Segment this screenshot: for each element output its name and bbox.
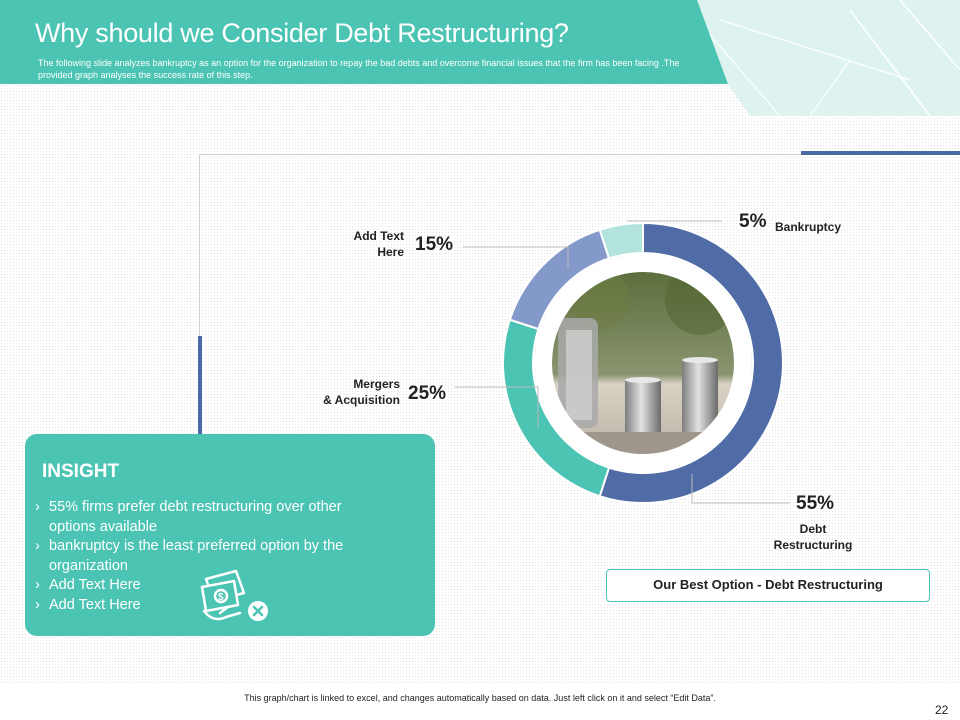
insight-item-text: organization [49,557,128,574]
insight-item: › bankruptcy is the least preferred opti… [35,537,395,576]
insight-item-text: 55% firms prefer debt restructuring over… [49,499,342,515]
mergers-value: 25% [408,383,447,404]
page-title: Why should we Consider Debt Restructurin… [35,18,569,48]
debt-label-line2: Restructuring [773,538,853,552]
mergers-label-line2: & Acquisition [323,393,400,407]
insight-item: › Add Text Here [35,576,395,596]
bankruptcy-value: 5% [739,211,767,232]
header-band [0,0,728,84]
bankruptcy-label: Bankruptcy [775,220,842,234]
addtext-label-line2: Here [377,245,404,259]
leader-line-debt [691,474,790,504]
chevron-right-icon: › [35,596,40,613]
chevron-right-icon: › [35,538,40,554]
debt-value: 55% [796,493,835,514]
chevron-right-icon: › [35,577,40,593]
insight-item-text: bankruptcy is the least preferred option… [49,538,344,554]
page-subtitle: The following slide analyzes bankruptcy … [38,58,680,80]
donut-slice-bankruptcy [598,221,644,260]
leader-line-mergers [455,386,539,428]
accent-bar-top [801,151,960,155]
mergers-label-line1: Mergers [353,377,400,391]
insight-panel: INSIGHT › 55% firms prefer debt restruct… [25,434,435,636]
debt-label: Debt Restructuring [763,521,863,553]
addtext-value: 15% [415,234,454,255]
frame-line-top [200,154,801,155]
addtext-label-line1: Add Text [353,229,404,243]
mergers-label: Mergers & Acquisition [300,376,400,408]
svg-text:$: $ [218,592,224,603]
insight-item: › 55% firms prefer debt restructuring ov… [35,498,395,537]
donut-slice-debt-restructuring [598,221,784,504]
page-number: 22 [935,703,949,717]
best-option-callout: Our Best Option - Debt Restructuring [606,569,930,602]
debt-label-line1: Debt [799,522,827,536]
insight-item-text: Add Text Here [49,577,141,593]
leader-line-addtext [463,246,569,268]
addtext-label: Add Text Here [340,228,404,260]
accent-bar-left [198,336,202,436]
money-cancel-icon: $ [200,569,268,621]
footer-note: This graph/chart is linked to excel, and… [244,693,716,703]
frame-line-left [199,154,200,336]
insight-item-text: options available [49,518,158,535]
chevron-right-icon: › [35,499,40,515]
insight-item-text: Add Text Here [49,596,141,613]
insight-item: › Add Text Here [35,596,395,616]
insight-list: › 55% firms prefer debt restructuring ov… [35,498,395,615]
insight-title: INSIGHT [42,461,120,482]
